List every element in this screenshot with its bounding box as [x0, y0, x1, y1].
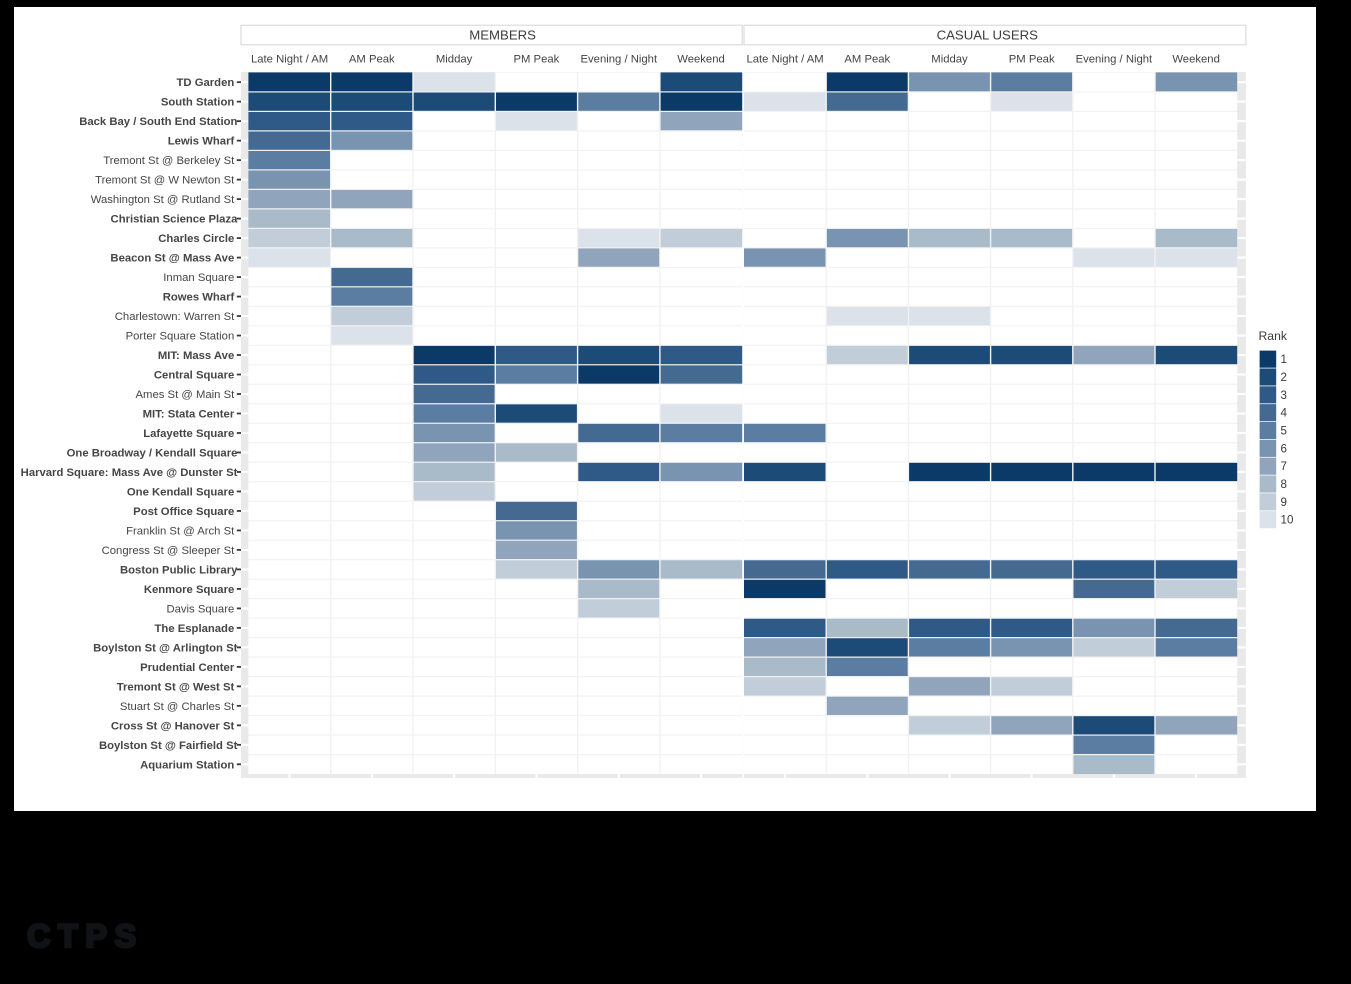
svg-text:Beacon St @ Mass Ave: Beacon St @ Mass Ave [110, 253, 237, 265]
svg-text:Tremont St @ Berkeley St: Tremont St @ Berkeley St [103, 155, 237, 167]
svg-text:MIT: Stata Center: MIT: Stata Center [143, 409, 238, 421]
svg-text:2: 2 [1281, 371, 1287, 384]
svg-text:Charlestown: Warren St: Charlestown: Warren St [115, 311, 238, 323]
svg-text:Aquarium Station: Aquarium Station [140, 759, 237, 771]
svg-text:Midday: Midday [436, 54, 473, 66]
svg-text:Inman Square: Inman Square [163, 272, 237, 284]
svg-text:Boylston St @ Fairfield St: Boylston St @ Fairfield St [99, 740, 238, 752]
svg-text:MIT: Mass Ave: MIT: Mass Ave [158, 350, 238, 362]
svg-text:Weekend: Weekend [677, 54, 725, 66]
svg-text:Davis Square: Davis Square [166, 603, 237, 615]
svg-text:5: 5 [1281, 425, 1287, 438]
svg-text:Tremont St @ W Newton St: Tremont St @ W Newton St [95, 175, 237, 187]
svg-text:Cross St @ Hanover St: Cross St @ Hanover St [111, 720, 238, 732]
svg-text:Tremont St @ West St: Tremont St @ West St [117, 681, 238, 693]
svg-text:South Station: South Station [161, 97, 238, 109]
svg-text:Rowes Wharf: Rowes Wharf [163, 292, 238, 304]
svg-text:Rank: Rank [1259, 329, 1288, 343]
svg-text:Post Office Square: Post Office Square [133, 506, 237, 518]
svg-text:Lafayette Square: Lafayette Square [143, 428, 237, 440]
svg-text:Franklin St @ Arch St: Franklin St @ Arch St [126, 525, 237, 537]
svg-text:CASUAL USERS: CASUAL USERS [937, 28, 1039, 43]
svg-text:Stuart St @ Charles St: Stuart St @ Charles St [120, 701, 238, 713]
svg-text:Boylston St @ Arlington St: Boylston St @ Arlington St [93, 642, 238, 654]
svg-text:One Broadway / Kendall Square: One Broadway / Kendall Square [67, 447, 238, 459]
svg-text:Washington St @ Rutland St: Washington St @ Rutland St [91, 194, 238, 206]
svg-text:Boston Public Library: Boston Public Library [120, 564, 238, 576]
svg-text:Central Square: Central Square [154, 370, 238, 382]
svg-text:1: 1 [1281, 353, 1287, 366]
svg-text:Kenmore Square: Kenmore Square [144, 584, 238, 596]
svg-text:10: 10 [1281, 514, 1294, 527]
svg-text:MEMBERS: MEMBERS [469, 28, 536, 43]
svg-text:Midday: Midday [931, 54, 968, 66]
svg-text:Christian Science Plaza: Christian Science Plaza [111, 214, 239, 226]
svg-text:Ames St @ Main St: Ames St @ Main St [136, 389, 238, 401]
svg-text:Evening / Night: Evening / Night [580, 54, 657, 66]
svg-text:PM Peak: PM Peak [513, 54, 559, 66]
svg-text:Charles Circle: Charles Circle [158, 233, 237, 245]
svg-text:9: 9 [1281, 496, 1287, 509]
svg-text:Weekend: Weekend [1172, 54, 1220, 66]
svg-text:8: 8 [1281, 478, 1287, 491]
svg-text:Porter Square Station: Porter Square Station [126, 331, 238, 343]
svg-text:TD Garden: TD Garden [177, 77, 238, 89]
svg-text:Harvard Square: Mass Ave @ Dun: Harvard Square: Mass Ave @ Dunster St [21, 467, 238, 479]
svg-text:Late Night / AM: Late Night / AM [251, 54, 328, 66]
svg-text:Back Bay / South End Station: Back Bay / South End Station [79, 116, 237, 128]
svg-text:Late Night / AM: Late Night / AM [746, 54, 823, 66]
svg-text:AM Peak: AM Peak [349, 54, 395, 66]
svg-text:Congress St @ Sleeper St: Congress St @ Sleeper St [102, 545, 238, 557]
svg-text:6: 6 [1281, 442, 1287, 455]
svg-text:Prudential Center: Prudential Center [140, 662, 237, 674]
svg-text:One Kendall Square: One Kendall Square [127, 486, 238, 498]
svg-text:AM Peak: AM Peak [844, 54, 890, 66]
svg-text:Evening / Night: Evening / Night [1076, 54, 1153, 66]
svg-text:The Esplanade: The Esplanade [155, 623, 238, 635]
svg-text:PM Peak: PM Peak [1009, 54, 1055, 66]
svg-text:7: 7 [1281, 460, 1287, 473]
svg-text:4: 4 [1281, 407, 1288, 420]
svg-text:Lewis Wharf: Lewis Wharf [168, 136, 238, 148]
svg-text:3: 3 [1281, 389, 1287, 402]
